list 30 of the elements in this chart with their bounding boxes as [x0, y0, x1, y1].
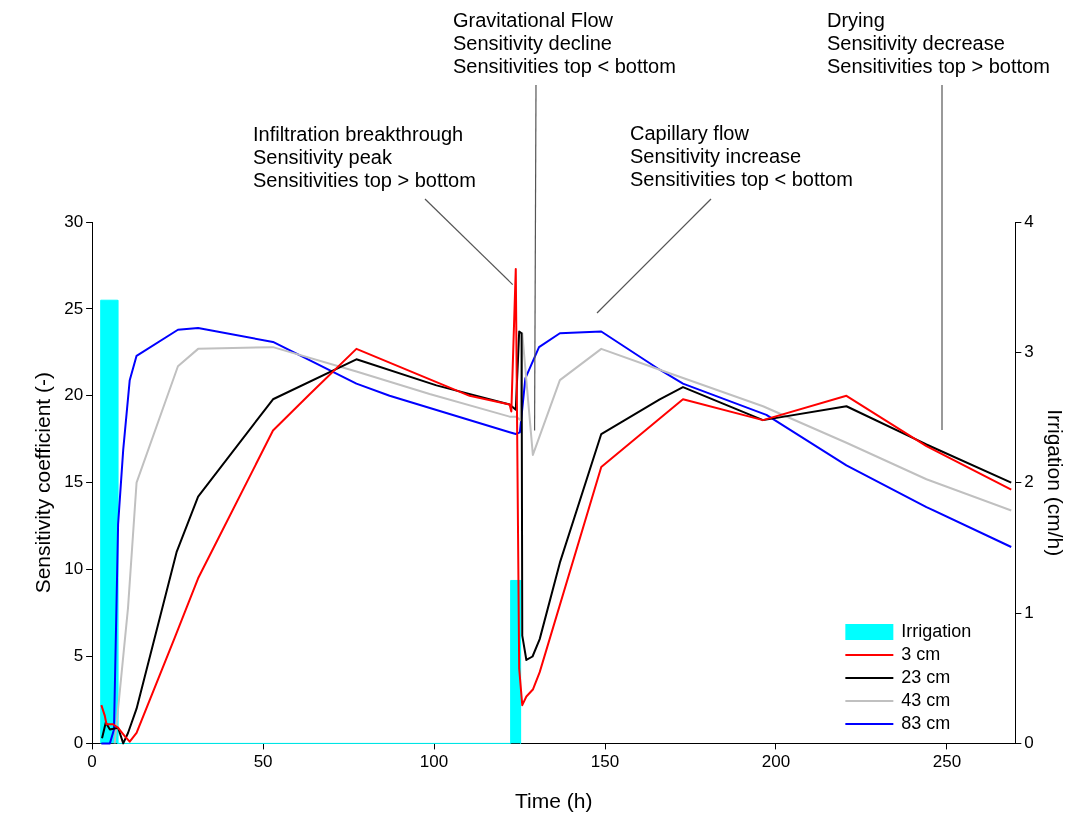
legend-label: Irrigation: [901, 620, 972, 641]
y2-tick-label: 4: [1024, 211, 1034, 231]
y2-axis-title: Irrigation (cm/h): [1043, 409, 1067, 557]
y-tick-label: 10: [64, 559, 84, 579]
y2-tick-label: 0: [1024, 733, 1034, 753]
y-tick-label: 30: [64, 211, 84, 231]
x-tick-label: 50: [253, 752, 273, 772]
y2-tick-label: 3: [1024, 342, 1034, 362]
text: Capillary flow Sensitivity increase Sensitivities top < bottom: [630, 122, 853, 191]
x-tick-label: 0: [87, 752, 97, 772]
legend-label: 43 cm: [901, 689, 951, 710]
text: Drying Sensitivity decrease Sensitivities top > bottom: [827, 9, 1050, 78]
y-tick-label: 25: [64, 298, 84, 318]
y-tick-label: 20: [64, 385, 84, 405]
legend-label: 83 cm: [901, 712, 951, 733]
y-tick-label: 5: [73, 646, 84, 666]
annotation: Gravitational Flow Sensitivity decline Sensitivities top < bottom: [453, 9, 676, 78]
x-tick-label: 100: [419, 752, 449, 772]
y-tick-label: 15: [64, 472, 84, 492]
legend-label: 23 cm: [901, 666, 951, 687]
y2-tick-label: 1: [1024, 602, 1034, 622]
annotation: Infiltration breakthrough Sensitivity peak Sensitivities top > bottom: [253, 123, 476, 192]
x-tick-label: 200: [761, 752, 791, 772]
x-tick-label: 250: [932, 752, 962, 772]
y-axis-title: Sensitivity coefficient (-): [31, 372, 55, 594]
y-tick-label: 0: [73, 733, 84, 753]
legend-label: 3 cm: [901, 643, 941, 664]
x-axis-title: Time (h): [515, 789, 593, 813]
y2-tick-label: 2: [1024, 472, 1034, 492]
x-tick-label: 150: [590, 752, 620, 772]
